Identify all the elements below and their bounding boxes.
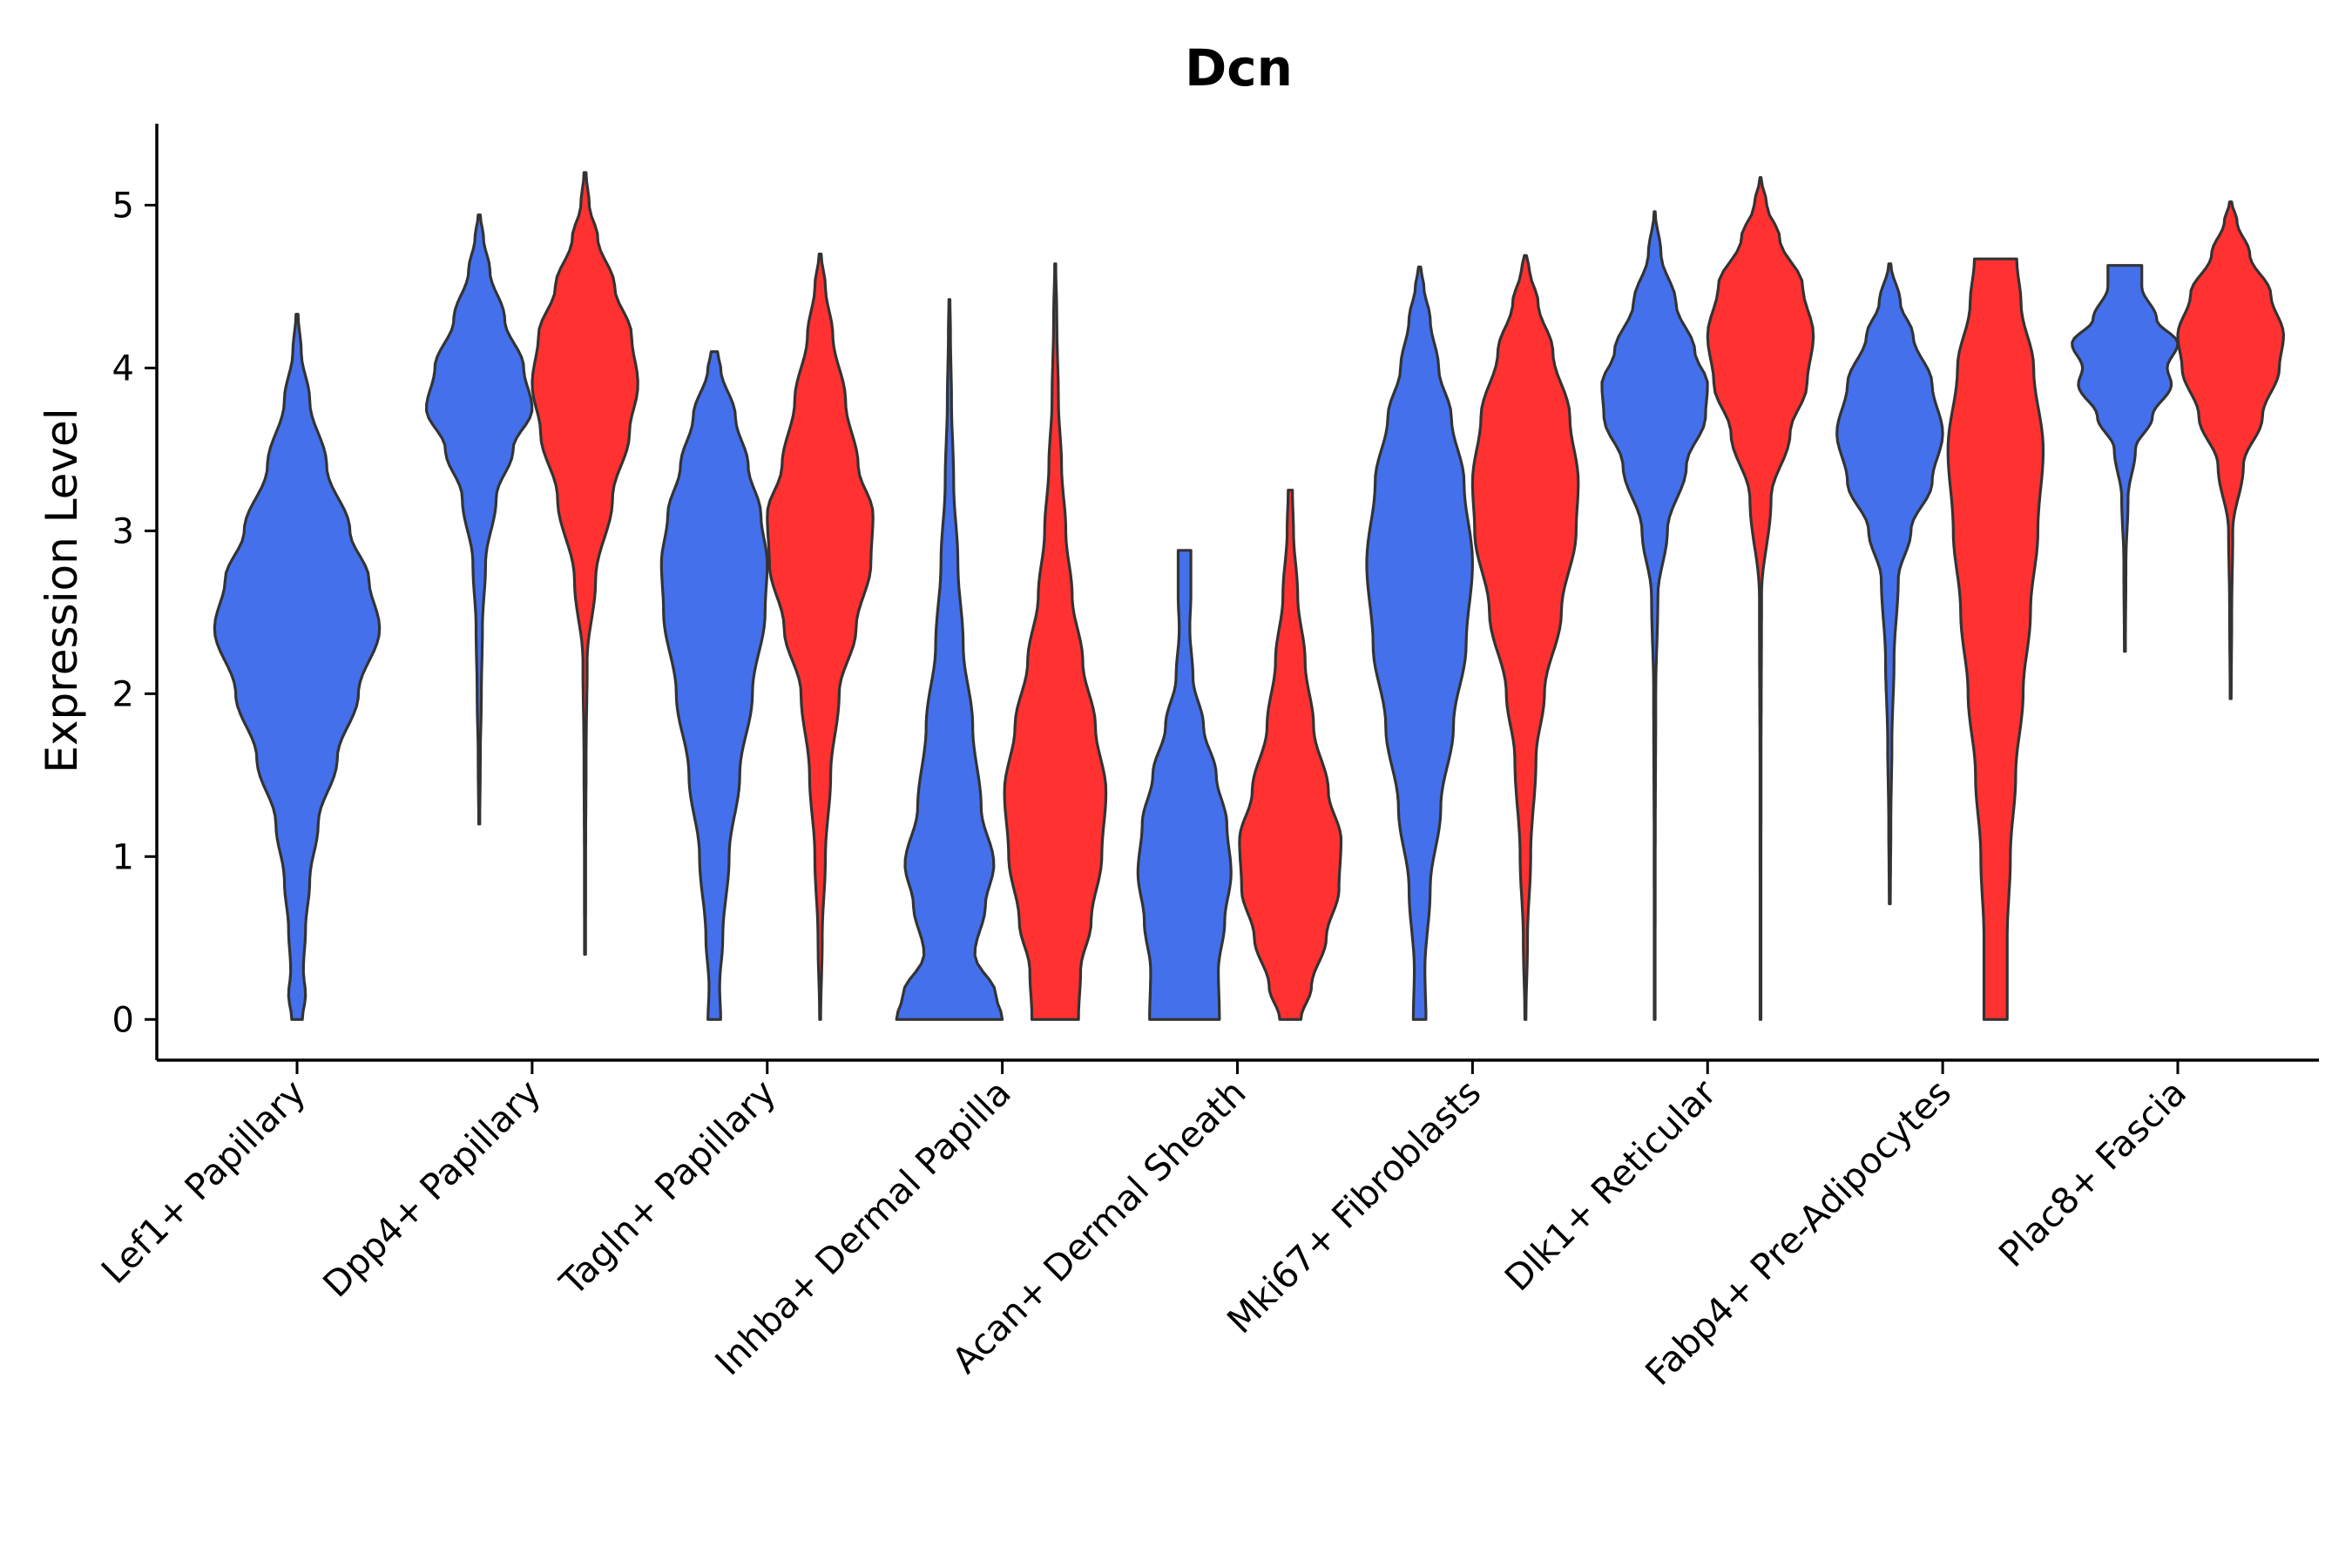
violin-dlk1-reticular-group-blue	[1600, 210, 1709, 1021]
x-tick-label-mki67-fibroblasts: Mki67+ Fibroblasts	[1219, 1071, 1489, 1342]
y-axis-label: Expression Level	[37, 408, 87, 773]
violin-mki67-fibroblasts-group-blue	[1365, 265, 1474, 1021]
y-tick-label-5: 5	[112, 186, 134, 226]
violin-plac8-fascia-group-red	[2176, 200, 2285, 700]
violin-dlk1-reticular-group-red	[1706, 176, 1815, 1021]
x-tick-label-dpp4-papillary: Dpp4+ Papillary	[315, 1071, 549, 1305]
y-tick-label-3: 3	[112, 511, 134, 551]
violin-acan-dermal-sheath-group-blue	[1136, 549, 1233, 1021]
x-tick-label-plac8-fascia: Plac8+ Fascia	[1990, 1071, 2194, 1275]
violin-fabp4-pre-adipocytes-group-red	[1946, 257, 2045, 1021]
violin-acan-dermal-sheath-group-red	[1238, 489, 1343, 1021]
x-tick-label-tagln-papillary: Tagln+ Papillary	[551, 1071, 784, 1304]
y-tick-label-4: 4	[112, 348, 134, 389]
violin-tagln-papillary-group-blue	[659, 350, 769, 1021]
y-ticks: 0 1 2 3 4 5	[112, 186, 157, 1040]
violin-inhba-dermal-papilla-group-blue	[895, 298, 1004, 1021]
x-tick-label-lef1-papillary: Lef1+ Papillary	[93, 1071, 314, 1292]
y-tick-label-2: 2	[112, 674, 134, 714]
violin-lef1-papillary-group-blue	[213, 313, 382, 1021]
chart-title: Dcn	[1185, 38, 1293, 98]
violin-mki67-fibroblasts-group-red	[1470, 253, 1580, 1021]
violin-dpp4-papillary-group-red	[531, 171, 639, 956]
x-ticks: Lef1+ Papillary Dpp4+ Papillary Tagln+ Pap…	[93, 1060, 2194, 1394]
x-tick-label-dlk1-reticular: Dlk1+ Reticular	[1497, 1071, 1724, 1299]
violin-tagln-papillary-group-red	[766, 253, 875, 1021]
violin-layer	[213, 171, 2285, 1021]
violin-inhba-dermal-papilla-group-red	[1003, 262, 1108, 1021]
violin-fabp4-pre-adipocytes-group-blue	[1835, 262, 1944, 906]
violin-plac8-fascia-group-blue	[2071, 264, 2180, 653]
y-tick-label-1: 1	[112, 837, 134, 877]
violin-dpp4-papillary-group-blue	[425, 213, 534, 826]
y-tick-label-0: 0	[112, 1000, 134, 1040]
